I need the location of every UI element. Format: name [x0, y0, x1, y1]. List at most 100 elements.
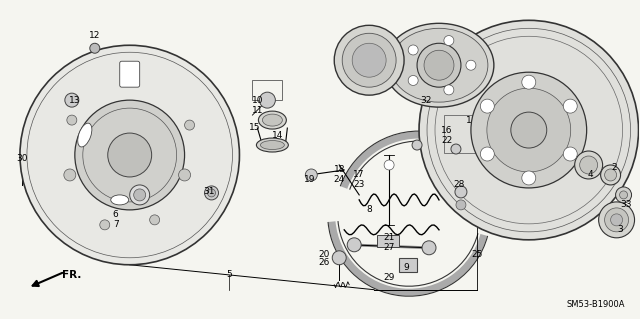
Text: 11: 11: [252, 106, 263, 115]
Circle shape: [150, 215, 159, 225]
Text: 27: 27: [383, 243, 395, 252]
Circle shape: [90, 43, 100, 53]
Ellipse shape: [260, 141, 284, 150]
Text: 24: 24: [333, 175, 345, 184]
Circle shape: [575, 151, 603, 179]
Circle shape: [580, 156, 598, 174]
Text: 21: 21: [383, 233, 395, 242]
Text: 8: 8: [366, 205, 372, 214]
Text: FR.: FR.: [62, 270, 81, 280]
Circle shape: [511, 112, 547, 148]
Text: 14: 14: [271, 130, 283, 139]
Text: 6: 6: [113, 210, 118, 219]
Circle shape: [466, 60, 476, 70]
Circle shape: [108, 133, 152, 177]
Circle shape: [444, 35, 454, 46]
Text: 16: 16: [441, 126, 452, 135]
Circle shape: [408, 45, 418, 55]
Text: SM53-B1900A: SM53-B1900A: [566, 300, 625, 309]
Circle shape: [620, 191, 628, 199]
Circle shape: [352, 43, 386, 77]
Ellipse shape: [384, 23, 494, 107]
Text: 30: 30: [16, 153, 28, 162]
Circle shape: [332, 251, 346, 265]
Ellipse shape: [262, 114, 282, 126]
Circle shape: [417, 43, 461, 87]
Circle shape: [412, 140, 422, 150]
Circle shape: [600, 165, 621, 185]
Circle shape: [75, 100, 184, 210]
Circle shape: [342, 33, 396, 87]
Circle shape: [408, 76, 418, 85]
Circle shape: [522, 171, 536, 185]
Ellipse shape: [77, 123, 92, 147]
Circle shape: [471, 72, 587, 188]
Circle shape: [444, 85, 454, 95]
Text: 9: 9: [403, 263, 409, 272]
Circle shape: [83, 108, 177, 202]
Circle shape: [20, 45, 239, 265]
FancyBboxPatch shape: [377, 235, 399, 247]
Circle shape: [259, 92, 275, 108]
Text: 22: 22: [442, 136, 452, 145]
Circle shape: [563, 147, 577, 161]
Circle shape: [481, 147, 494, 161]
Ellipse shape: [390, 28, 488, 102]
Circle shape: [456, 200, 466, 210]
Circle shape: [205, 186, 218, 200]
FancyBboxPatch shape: [399, 258, 417, 272]
Circle shape: [184, 120, 195, 130]
Text: 26: 26: [319, 258, 330, 267]
Circle shape: [100, 220, 109, 230]
Circle shape: [598, 202, 634, 238]
Circle shape: [481, 99, 494, 113]
Circle shape: [384, 160, 394, 170]
Circle shape: [207, 189, 216, 197]
Text: 18: 18: [333, 166, 345, 174]
Text: 12: 12: [89, 31, 100, 40]
Text: 10: 10: [252, 96, 263, 105]
Circle shape: [422, 241, 436, 255]
FancyBboxPatch shape: [120, 61, 140, 87]
Circle shape: [419, 20, 639, 240]
Text: 29: 29: [383, 273, 395, 282]
Text: 19: 19: [303, 175, 315, 184]
Circle shape: [487, 88, 571, 172]
Circle shape: [616, 187, 632, 203]
Text: 5: 5: [227, 270, 232, 279]
Text: 13: 13: [69, 96, 81, 105]
Circle shape: [522, 75, 536, 89]
Circle shape: [130, 185, 150, 205]
Text: 28: 28: [453, 181, 465, 189]
Circle shape: [305, 169, 317, 181]
Text: 1: 1: [466, 115, 472, 125]
Circle shape: [65, 93, 79, 107]
Circle shape: [427, 28, 630, 232]
Ellipse shape: [111, 195, 129, 205]
Text: 32: 32: [420, 96, 432, 105]
Circle shape: [605, 208, 628, 232]
Circle shape: [424, 50, 454, 80]
Text: 17: 17: [353, 170, 365, 180]
Circle shape: [67, 115, 77, 125]
Text: 15: 15: [249, 122, 260, 131]
Circle shape: [348, 238, 361, 252]
Circle shape: [455, 186, 467, 198]
Circle shape: [64, 169, 76, 181]
Text: 23: 23: [353, 181, 365, 189]
Circle shape: [435, 36, 623, 224]
Circle shape: [451, 144, 461, 154]
Circle shape: [27, 52, 232, 258]
Text: 33: 33: [620, 200, 631, 209]
Circle shape: [611, 214, 623, 226]
Text: 20: 20: [319, 250, 330, 259]
Circle shape: [605, 169, 616, 181]
Circle shape: [563, 99, 577, 113]
Ellipse shape: [257, 138, 289, 152]
Ellipse shape: [259, 111, 286, 129]
Circle shape: [334, 25, 404, 95]
Circle shape: [134, 189, 146, 201]
Circle shape: [179, 169, 191, 181]
Text: 2: 2: [612, 163, 618, 173]
Text: 3: 3: [618, 225, 623, 234]
